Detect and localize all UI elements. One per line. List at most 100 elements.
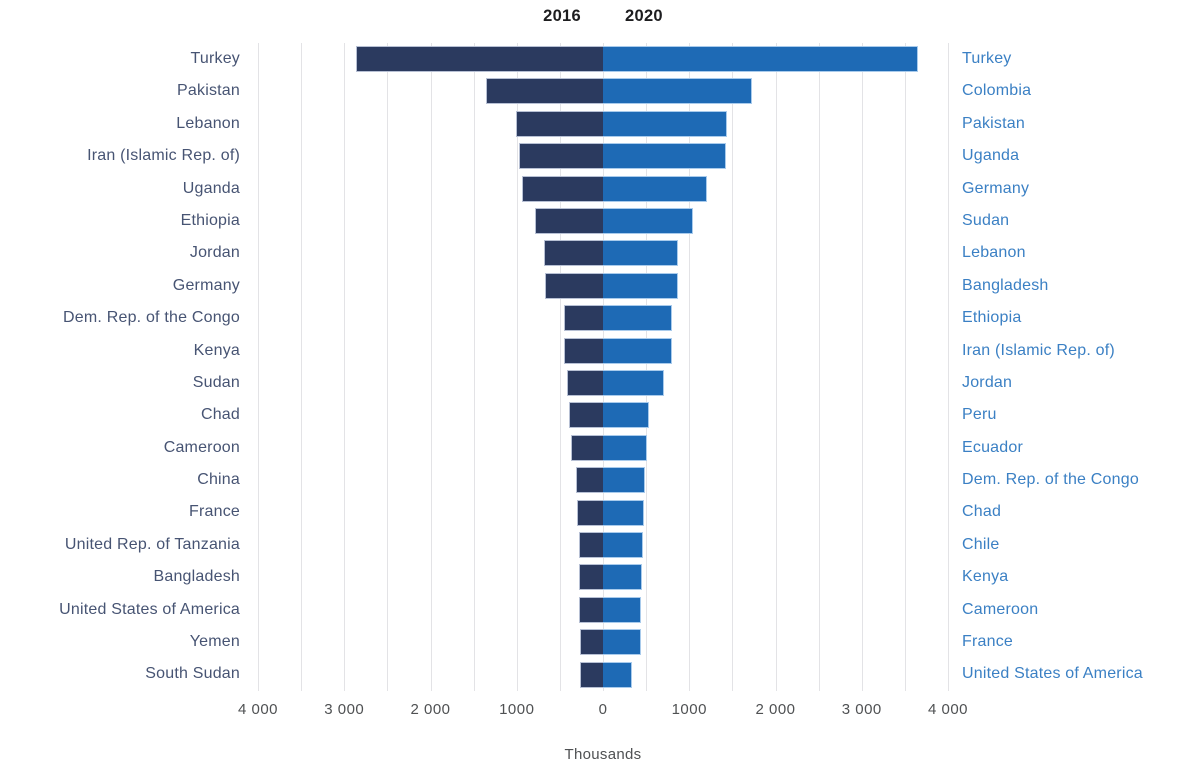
bar-row (258, 205, 948, 237)
right-label: Sudan (962, 211, 1010, 229)
bar-2020-Kenya (603, 564, 642, 591)
bar-2016-Ethiopia (534, 208, 603, 234)
bar-2016-Iran (Islamic Rep. of) (518, 143, 603, 170)
left-label: Pakistan (177, 82, 240, 100)
right-label: Cameroon (962, 600, 1039, 618)
bar-2020-Ecuador (603, 434, 647, 461)
gridline (775, 43, 777, 691)
bar-2020-Dem. Rep. of the Congo (603, 467, 646, 494)
right-label: Ecuador (962, 438, 1023, 456)
x-tick: 3 000 (841, 701, 882, 718)
right-label: Lebanon (962, 244, 1026, 262)
right-category-labels-2020: Turkey Colombia Pakistan Uganda Germany Sudan… (962, 43, 1198, 691)
bar-2020-Peru (603, 402, 649, 429)
left-label: China (197, 471, 240, 489)
gridline (559, 43, 561, 691)
bar-2020-France (603, 629, 641, 656)
x-tick: 2 000 (755, 701, 796, 718)
right-label: Peru (962, 406, 997, 424)
gridline (603, 43, 604, 691)
right-label: Ethiopia (962, 309, 1022, 327)
bar-2016-United States of America (579, 596, 603, 623)
x-tick: 4 000 (927, 701, 969, 718)
bar-2016-Jordan (543, 240, 603, 267)
bar-row (258, 594, 948, 626)
x-axis-label: Thousands (564, 746, 642, 763)
bar-2020-Germany (603, 175, 708, 202)
gridline (301, 43, 303, 691)
bar-row (258, 75, 948, 107)
bar-2016-Cameroon (570, 434, 603, 461)
bar-2020-Chad (603, 499, 645, 526)
left-label: Uganda (182, 179, 240, 197)
x-tick: 2 000 (410, 701, 451, 718)
bar-row (258, 626, 948, 658)
bar-2016-Lebanon (515, 110, 603, 137)
left-label: Cameroon (163, 438, 240, 456)
x-tick: 4 000 (237, 701, 279, 718)
chart-legend: 2016 2020 (543, 7, 663, 26)
left-label: Germany (172, 276, 240, 294)
bar-row (258, 659, 948, 691)
right-label: Chile (962, 535, 1000, 553)
bar-2020-Bangladesh (603, 272, 678, 299)
bar-2016-Bangladesh (579, 564, 603, 591)
left-label: United States of America (59, 600, 240, 618)
bar-row (258, 432, 948, 464)
gridline (904, 43, 906, 691)
bar-2020-Sudan (603, 208, 693, 234)
bar-2020-Lebanon (603, 240, 679, 267)
bar-row (258, 270, 948, 302)
right-label: United States of America (962, 665, 1143, 683)
gridline (646, 43, 648, 691)
bar-2020-Colombia (603, 78, 753, 105)
left-label: South Sudan (145, 665, 240, 683)
right-label: Chad (962, 503, 1002, 521)
bar-2016-Yemen (579, 629, 603, 656)
bar-row (258, 173, 948, 205)
bar-row (258, 367, 948, 399)
x-tick: 3 000 (324, 701, 365, 718)
x-axis-ticks: 4 000 3 000 2 000 1000 0 1000 2 000 3 000 4 000 (238, 701, 968, 721)
gridline (689, 43, 691, 691)
bar-2016-France (576, 499, 603, 526)
bar-2016-Germany (545, 272, 603, 299)
gridline (861, 43, 863, 691)
left-label: Chad (200, 406, 240, 424)
legend-item-2016: 2016 (543, 7, 581, 25)
right-label: Pakistan (962, 114, 1025, 132)
bar-2020-Chile (603, 532, 643, 558)
bar-row (258, 302, 948, 334)
bar-2016-Chad (569, 402, 603, 429)
left-label: Sudan (192, 373, 240, 391)
gridline (473, 43, 475, 691)
left-label: Jordan (189, 244, 240, 262)
bar-row (258, 561, 948, 593)
bar-2016-United Rep. of Tanzania (578, 532, 603, 558)
left-category-labels-2016: Turkey Pakistan Lebanon Iran (Islamic Rep. … (0, 43, 240, 691)
right-label: Turkey (962, 50, 1012, 67)
right-label: Bangladesh (962, 276, 1049, 294)
bar-row (258, 140, 948, 172)
bar-2020-Pakistan (603, 110, 728, 137)
left-label: Ethiopia (180, 211, 240, 229)
bar-2016-China (575, 467, 603, 494)
x-tick: 0 (598, 701, 608, 718)
legend-item-2020: 2020 (625, 7, 663, 25)
bar-row (258, 529, 948, 561)
plot-area (258, 43, 949, 691)
left-label: Dem. Rep. of the Congo (63, 309, 240, 327)
left-label: France (189, 503, 240, 521)
bar-row (258, 497, 948, 529)
bar-row (258, 237, 948, 269)
bar-2016-Uganda (521, 175, 603, 202)
bar-2020-Iran (Islamic Rep. of) (603, 337, 672, 364)
left-label: Yemen (189, 633, 240, 651)
gridline (344, 43, 346, 691)
right-label: France (962, 633, 1013, 651)
gridline (387, 43, 389, 691)
right-label: Iran (Islamic Rep. of) (962, 341, 1115, 359)
left-label: Lebanon (176, 114, 240, 132)
bar-2020-Uganda (603, 143, 726, 170)
